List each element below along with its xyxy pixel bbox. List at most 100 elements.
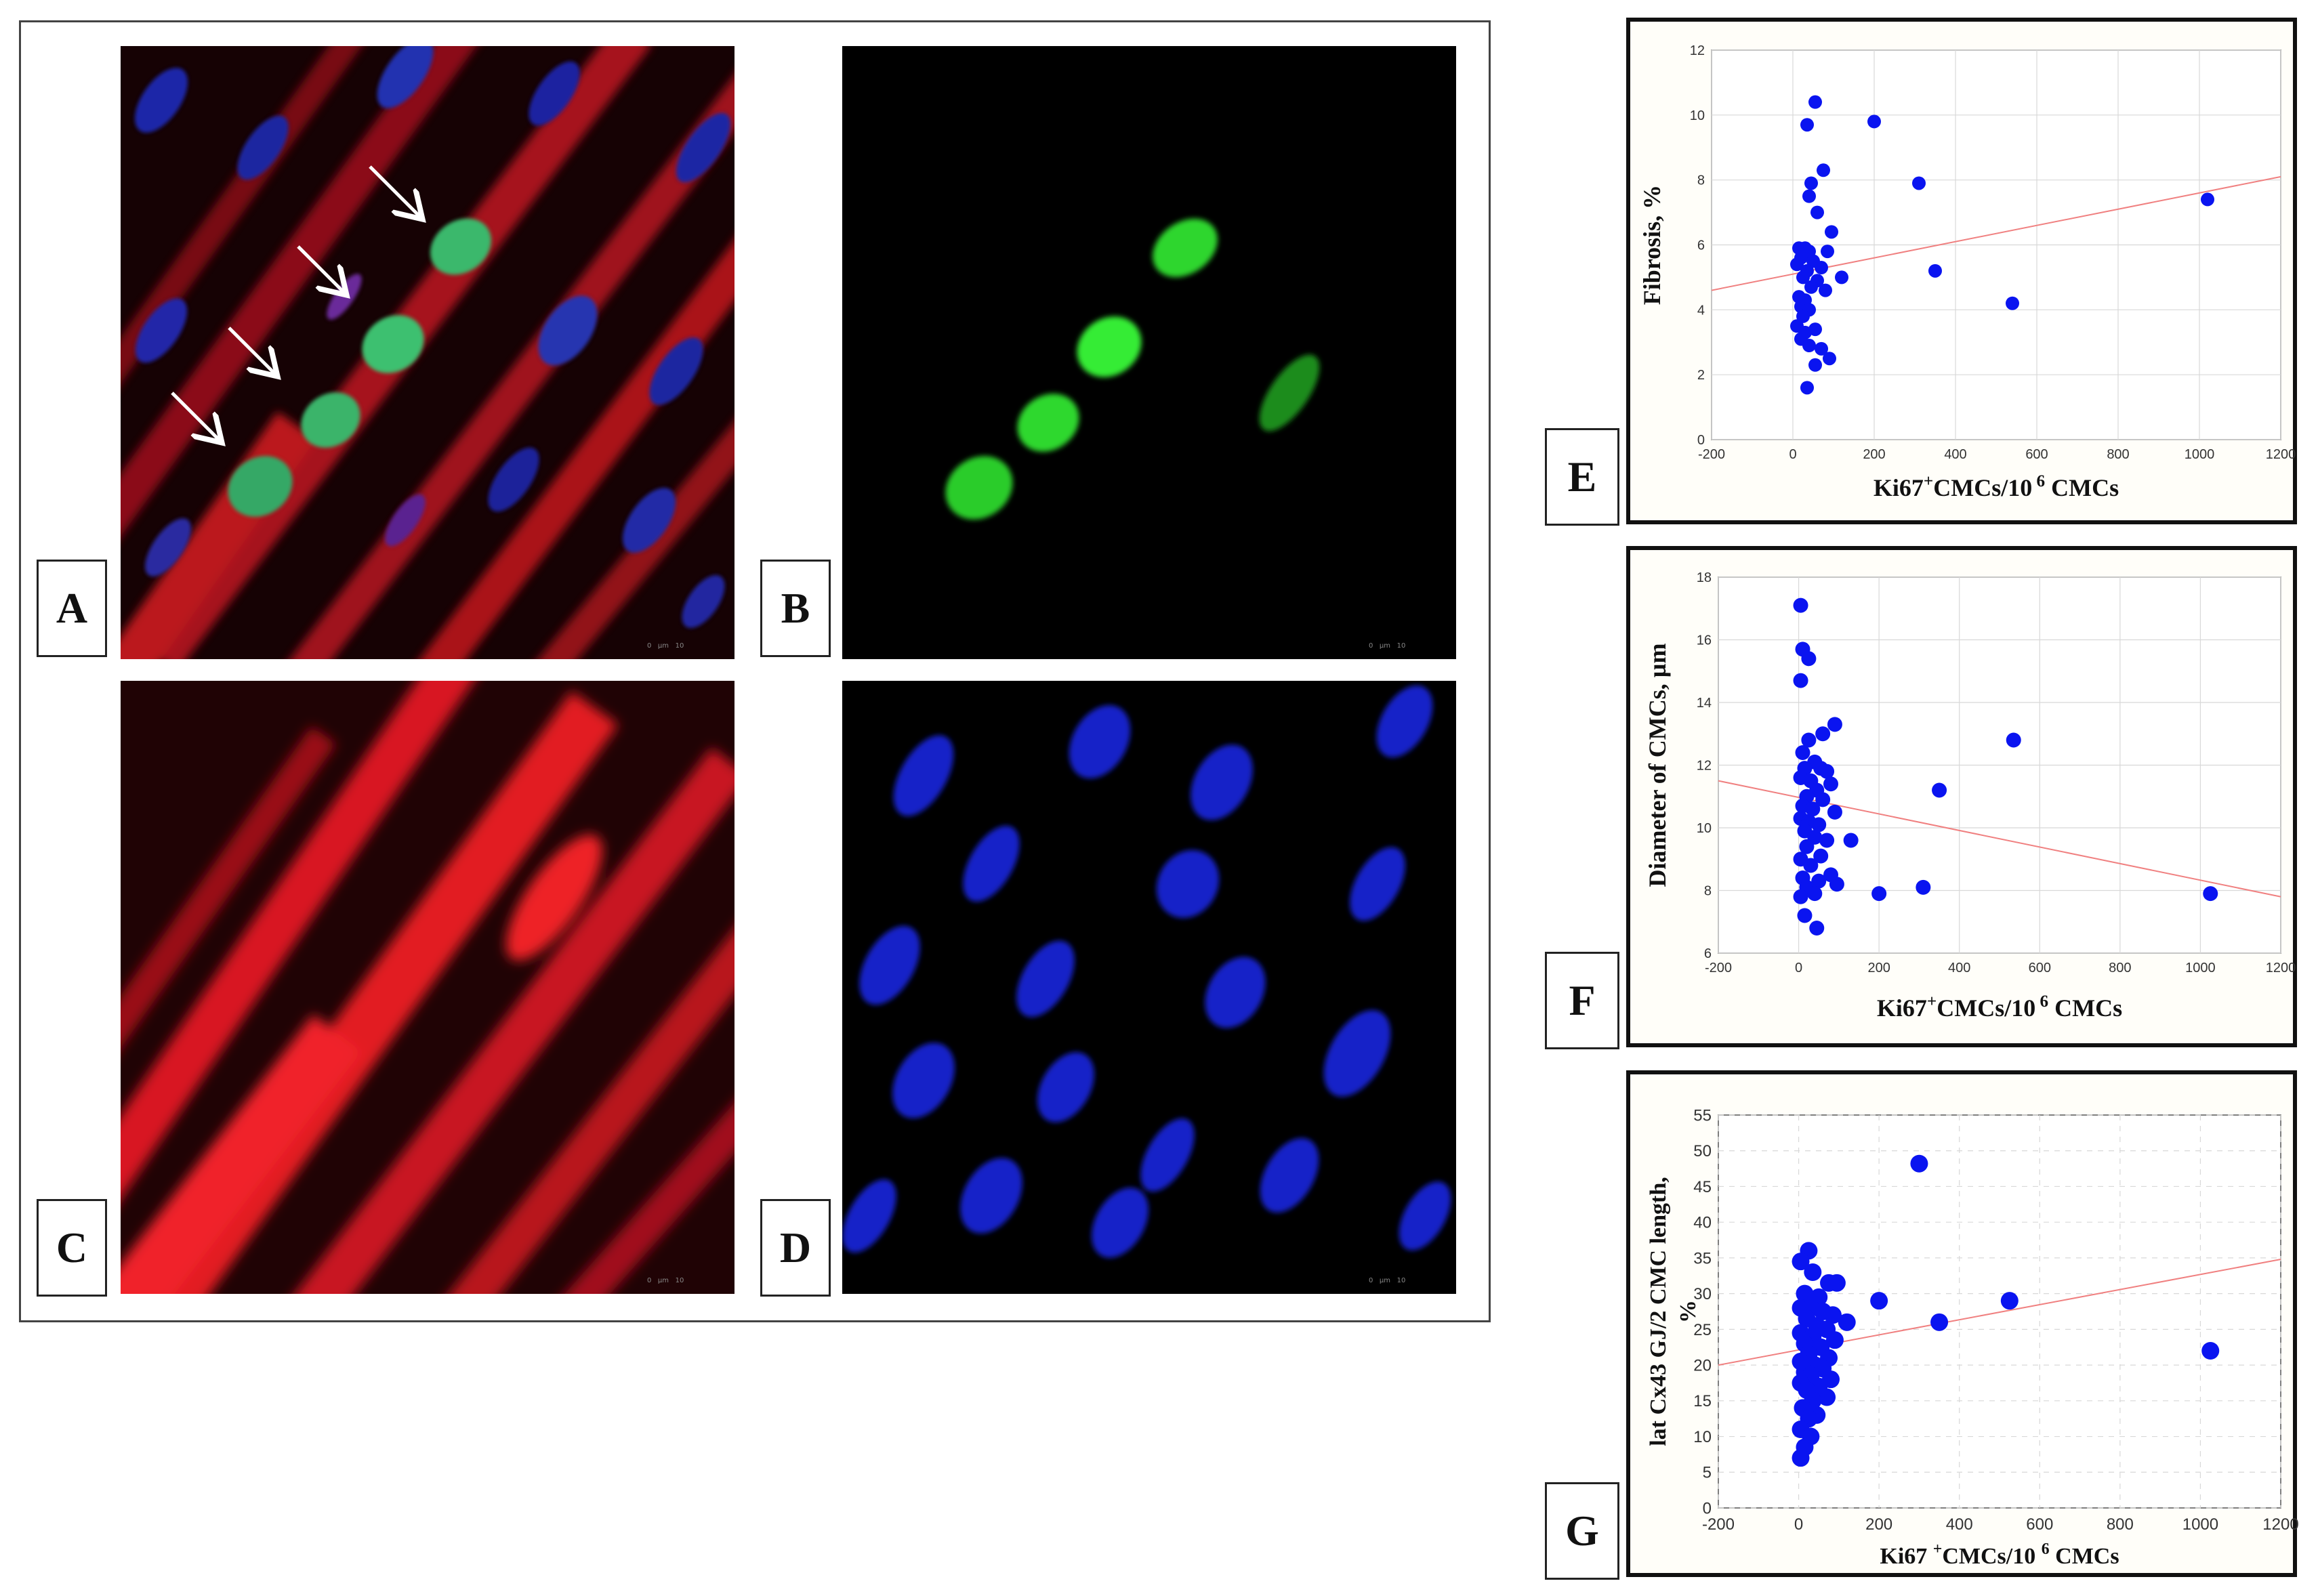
micrograph-b-image xyxy=(842,46,1456,659)
data-point xyxy=(2201,192,2214,207)
scatter-chart-f: -200 0 200 400 600 800 1000 1200 6 8 10 12 14 16 18 Ki6… xyxy=(1644,570,2296,1022)
data-point xyxy=(1819,283,1832,297)
x-tick-label: 200 xyxy=(1863,447,1885,462)
data-point xyxy=(1870,1292,1888,1310)
y-tick-label: 55 xyxy=(1693,1106,1712,1125)
x-axis-label-part: CMCs xyxy=(2050,1544,2119,1569)
micrograph-c-red xyxy=(121,681,734,1294)
x-tick-label: 200 xyxy=(1867,961,1890,975)
panel-label-f: F xyxy=(1545,952,1619,1049)
panel-label-a: A xyxy=(37,560,107,657)
scale-end: 10 xyxy=(1396,642,1406,650)
data-point xyxy=(1910,1154,1928,1173)
micrograph-b-green xyxy=(842,46,1456,659)
micrograph-d-image xyxy=(842,681,1456,1294)
x-tick-label: 800 xyxy=(2109,961,2131,975)
x-tick-label: 400 xyxy=(1944,447,1966,462)
data-point xyxy=(1843,833,1859,848)
data-point xyxy=(1932,782,1947,798)
data-point xyxy=(1813,848,1829,864)
x-tick-label: 400 xyxy=(1946,1515,1973,1534)
x-axis-label-superscript: + xyxy=(1933,1540,1943,1558)
micrograph-a-merged xyxy=(121,46,734,659)
scatter-chart-g: -200 0 200 400 600 800 1000 1200051015202530354… xyxy=(1646,1106,2299,1569)
data-point xyxy=(1800,381,1814,395)
x-axis-label-part: CMCs xyxy=(2048,994,2122,1022)
x-tick-label: 0 xyxy=(1789,447,1796,462)
data-point xyxy=(1803,858,1819,873)
y-tick-label: 45 xyxy=(1693,1178,1712,1196)
chart-panel-g: -200 0 200 400 600 800 1000 1200 0 5 10 15 20 25 30 35 4… xyxy=(1626,1070,2299,1577)
data-point xyxy=(2006,732,2021,748)
x-axis-label-superscript: + xyxy=(1927,992,1937,1011)
scale-unit: µm xyxy=(1379,642,1391,650)
x-tick-label: 1200 xyxy=(2266,447,2296,462)
x-tick-label: 400 xyxy=(1948,961,1970,975)
scale-zero: 0 xyxy=(1369,642,1373,650)
x-tick-label: 0 xyxy=(1794,1515,1803,1534)
data-point xyxy=(1792,1449,1810,1467)
data-point xyxy=(1810,205,1824,219)
data-point xyxy=(1827,1274,1846,1292)
y-tick-label: 8 xyxy=(1697,173,1705,188)
x-tick-label: -200 xyxy=(1705,961,1732,975)
data-point xyxy=(1819,833,1835,848)
panel-label-d: D xyxy=(760,1199,831,1297)
data-point xyxy=(1819,763,1835,779)
x-axis-label-superscript: + xyxy=(1924,472,1933,490)
data-point xyxy=(1802,339,1816,353)
data-point xyxy=(1867,114,1881,129)
x-tick-label: 1000 xyxy=(2182,1515,2218,1534)
x-axis-label: Ki67+CMCs/10 6 CMCs xyxy=(1874,472,2119,501)
x-axis-label-part: Ki67 xyxy=(1874,474,1924,501)
data-point xyxy=(1793,889,1808,904)
data-point xyxy=(1928,264,1942,278)
scale-bar-b: 0 µm 10 xyxy=(1369,642,1405,650)
data-point xyxy=(1795,745,1810,760)
data-point xyxy=(1802,189,1816,203)
data-point xyxy=(2006,296,2019,310)
y-axis-label: % xyxy=(1676,1300,1701,1323)
data-point xyxy=(1821,245,1834,259)
scale-bar-d: 0 µm 10 xyxy=(1369,1277,1405,1284)
scale-zero: 0 xyxy=(1369,1277,1373,1284)
y-axis-label: Fibrosis, % xyxy=(1638,185,1665,305)
scale-unit: µm xyxy=(1379,1277,1391,1284)
y-tick-label: 12 xyxy=(1690,43,1705,58)
data-point xyxy=(2000,1292,2019,1310)
data-point xyxy=(1796,1284,1814,1303)
data-point xyxy=(1805,801,1821,817)
data-point xyxy=(1825,1331,1844,1349)
data-point xyxy=(1835,270,1848,285)
y-tick-label: 35 xyxy=(1693,1249,1712,1267)
x-tick-label: 1000 xyxy=(2185,961,2216,975)
data-point xyxy=(1793,597,1808,613)
x-axis-label: Ki67+CMCs/10 6 CMCs xyxy=(1877,992,2122,1022)
chart-panel-e: -200 0 200 400 600 800 1000 1200 0 2 4 6 8 10 12 Ki67+C… xyxy=(1626,18,2297,524)
scale-zero: 0 xyxy=(647,642,652,650)
y-tick-label: 10 xyxy=(1690,108,1705,123)
data-point xyxy=(1815,341,1828,356)
data-point xyxy=(1792,1253,1810,1271)
data-point xyxy=(1930,1313,1949,1331)
x-tick-label: 200 xyxy=(1865,1515,1892,1534)
y-tick-label: 18 xyxy=(1697,570,1712,585)
y-tick-label: 6 xyxy=(1697,238,1705,253)
micrograph-a-image xyxy=(121,46,734,659)
micrograph-d-blue xyxy=(842,681,1456,1294)
x-tick-label: 1200 xyxy=(2262,1515,2298,1534)
panel-label-b: B xyxy=(760,560,831,657)
data-point xyxy=(1807,886,1823,902)
scale-end: 10 xyxy=(1396,1277,1406,1284)
data-point xyxy=(1808,95,1822,109)
micrograph-composite xyxy=(19,20,1491,1322)
y-tick-label: 2 xyxy=(1697,368,1705,383)
x-axis-label-superscript: 6 xyxy=(2042,1540,2050,1558)
data-point xyxy=(1797,908,1813,923)
scale-bar-a: 0 µm 10 xyxy=(647,642,684,650)
scale-unit: µm xyxy=(657,642,669,650)
y-tick-label: 0 xyxy=(1697,433,1705,448)
data-point xyxy=(1799,839,1815,854)
data-point xyxy=(1815,726,1831,742)
y-tick-label: 0 xyxy=(1703,1499,1712,1517)
